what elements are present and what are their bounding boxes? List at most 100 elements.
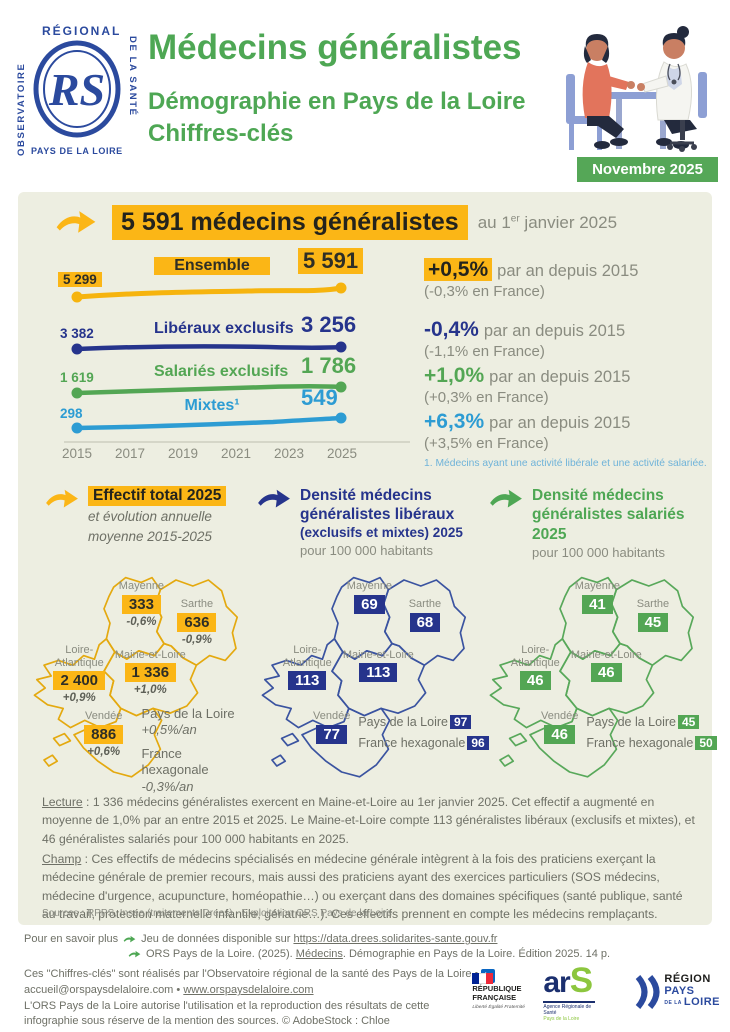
map3-region-summary: Pays de la Loire 45 France hexagonale 50: [586, 714, 717, 757]
page-title: Médecins généralistes: [148, 28, 522, 67]
date-badge: Novembre 2025: [577, 157, 718, 182]
region-pays-de-la-loire-logo: RÉGION PAYS DE LA LOIRE: [632, 973, 720, 1011]
map1-loire-atlantique: Loire-Atlantique 2 400 +0,9%: [53, 644, 106, 705]
more-info-block: Pour en savoir plus Jeu de données dispo…: [24, 933, 611, 960]
license-text: L'ORS Pays de la Loire autorise l'utilis…: [24, 1000, 430, 1028]
section-densite-salaries: Densité médecins généralistes salariés 2…: [488, 486, 700, 560]
partner-logos: RÉPUBLIQUE FRANÇAISE Liberté Égalité Frat…: [472, 961, 720, 1022]
x-tick-2019: 2019: [167, 446, 199, 461]
series-liberaux-end-value: 3 256: [301, 312, 357, 337]
map1-maine-et-loire: Maine-et-Loire 1 336 +1,0%: [114, 648, 186, 697]
arrow-right-icon: [258, 489, 290, 508]
ors-logo: RÉGIONAL OBSERVATOIRE DE LA SANTÉ PAYS D…: [16, 24, 138, 156]
stat-liberaux: -0,4% par an depuis 2015 (-1,1% en France…: [424, 318, 626, 360]
ars-logo: arS Agence Régionale de Santé Pays de la…: [543, 961, 617, 1022]
series-ensemble-end-value: 5 591: [298, 248, 364, 274]
map1-sarthe: Sarthe 636 -0,9%: [157, 598, 237, 646]
series-ensemble-start-value: 5 299: [58, 272, 102, 287]
stat-liberaux-france: (-1,1% en France): [424, 343, 545, 360]
headline: 5 591 médecins généralistes au 1er janvi…: [54, 205, 617, 240]
map2-mayenne: Mayenne 69: [346, 580, 393, 614]
stat-salaries-france: (+0,3% en France): [424, 389, 549, 406]
maps-row: Mayenne 333 -0,6% Sarthe 636 -0,9% Loire…: [26, 562, 717, 794]
series-salaries-label: Salariés exclusifs: [154, 363, 289, 380]
svg-text:RS: RS: [48, 64, 105, 115]
x-tick-2015: 2015: [61, 446, 93, 461]
arrow-right-icon: [46, 489, 78, 508]
series-salaries-end-value: 1 786: [301, 353, 357, 378]
headline-total: 5 591 médecins généralistes: [112, 205, 468, 240]
series-liberaux-label: Libéraux exclusifs: [154, 320, 294, 337]
more-info-label: Pour en savoir plus: [24, 933, 119, 945]
arrow-right-icon: [56, 210, 96, 233]
ors-logo-monogram-icon: RS: [33, 40, 121, 138]
republique-francaise-logo: RÉPUBLIQUE FRANÇAISE Liberté Égalité Frat…: [472, 973, 528, 1010]
map3-vendee: Vendée 46: [541, 710, 579, 744]
section-effectif-title: Effectif total 2025: [88, 486, 227, 506]
headline-date: au 1er janvier 2025: [477, 212, 618, 232]
map2-maine-et-loire: Maine-et-Loire 113: [342, 648, 414, 683]
medecins-edition-link[interactable]: Médecins: [295, 948, 343, 960]
main-panel: 5 591 médecins généralistes au 1er janvi…: [18, 192, 717, 925]
lecture-note: Lecture : 1 336 médecins généralistes ex…: [42, 795, 695, 846]
stat-ensemble-pct: +0,5%: [424, 258, 493, 281]
page-subtitle: Démographie en Pays de la Loire Chiffres…: [148, 86, 525, 151]
stat-salaries-pct: +1,0%: [424, 364, 485, 387]
series-mixtes-end-value: 549: [301, 385, 338, 410]
map-effectif-total: Mayenne 333 -0,6% Sarthe 636 -0,9% Loire…: [26, 562, 248, 794]
page-subtitle-line2: Chiffres-clés: [148, 120, 294, 148]
credits-block: Ces "Chiffres-clés" sont réalisés par l'…: [24, 967, 496, 998]
series-ensemble-label: Ensemble: [154, 257, 270, 275]
arrow-right-icon: [490, 489, 522, 508]
email-link[interactable]: accueil@orspaysdelaloire.com: [24, 984, 174, 996]
chart-lines: [64, 282, 410, 443]
french-flag-icon: [472, 973, 528, 985]
x-tick-2023: 2023: [273, 446, 305, 461]
map1-vendee: Vendée 886 +0,6%: [84, 710, 124, 758]
page-subtitle-line1: Démographie en Pays de la Loire: [148, 88, 526, 115]
chart-footnote: 1. Médecins ayant une activité libérale …: [424, 458, 707, 469]
map2-loire-atlantique: Loire-Atlantique 113: [282, 644, 332, 691]
ors-logo-text-top: RÉGIONAL: [42, 24, 122, 38]
x-tick-2017: 2017: [114, 446, 146, 461]
map3-loire-atlantique: Loire-Atlantique 46: [510, 644, 560, 691]
footer: Pour en savoir plus Jeu de données dispo…: [0, 925, 730, 1032]
doctor-patient-illustration: [566, 26, 707, 152]
section-effectif: Effectif total 2025 et évolution annuell…: [44, 486, 256, 560]
section-densite-liberaux: Densité médecins généralistes libéraux (…: [256, 486, 488, 560]
arrow-right-icon: [123, 935, 136, 942]
ors-logo-text-left: OBSERVATOIRE: [16, 62, 27, 156]
stat-ensemble: +0,5% par an depuis 2015 (-0,3% en France…: [424, 258, 639, 300]
map3-sarthe: Sarthe 45: [636, 598, 670, 633]
stat-salaries: +1,0% par an depuis 2015 (+0,3% en France…: [424, 364, 631, 406]
ors-logo-text-bottom: PAYS DE LA LOIRE: [31, 146, 123, 156]
series-mixtes-label: Mixtes¹: [184, 397, 240, 414]
series-mixtes-start-value: 298: [60, 406, 83, 421]
series-liberaux-start-value: 3 382: [60, 326, 94, 341]
sources-line: Sources : RPPS, Insee (traitements Drees…: [42, 908, 393, 919]
map-densite-salaries: Mayenne 41 Sarthe 45 Loire-Atlantique 46…: [482, 562, 717, 790]
website-link[interactable]: www.orspaysdelaloire.com: [183, 984, 314, 996]
stat-mixtes-france: (+3,5% en France): [424, 435, 549, 452]
header: RÉGIONAL OBSERVATOIRE DE LA SANTÉ PAYS D…: [0, 0, 730, 192]
map2-sarthe: Sarthe 68: [408, 598, 442, 633]
x-tick-2021: 2021: [220, 446, 252, 461]
drees-data-link[interactable]: https://data.drees.solidarites-sante.gou…: [293, 933, 498, 945]
map2-region-summary: Pays de la Loire 97 France hexagonale 96: [358, 714, 489, 757]
region-parens-icon: [636, 974, 660, 1009]
x-tick-2025: 2025: [326, 446, 358, 461]
map-densite-liberaux: Mayenne 69 Sarthe 68 Loire-Atlantique 11…: [254, 562, 489, 790]
map3-maine-et-loire: Maine-et-Loire 46: [570, 648, 642, 683]
map1-region-summary: Pays de la Loire +0,5%/an France hexagon…: [141, 705, 235, 794]
arrow-right-icon: [128, 950, 141, 957]
stat-mixtes-pct: +6,3%: [424, 410, 485, 433]
section-headers: Effectif total 2025 et évolution annuell…: [44, 486, 700, 560]
evolution-line-chart: 5 299 Ensemble 5 591 3 382 Libéraux excl…: [58, 248, 430, 468]
stat-liberaux-pct: -0,4%: [424, 318, 479, 341]
stat-mixtes: +6,3% par an depuis 2015 (+3,5% en France…: [424, 410, 631, 452]
map3-mayenne: Mayenne 41: [574, 580, 621, 614]
stat-ensemble-france: (-0,3% en France): [424, 283, 545, 300]
map2-vendee: Vendée 77: [313, 710, 351, 744]
ors-logo-text-right: DE LA SANTÉ: [127, 36, 138, 117]
champ-note: Champ : Ces effectifs de médecins spécia…: [42, 852, 683, 921]
